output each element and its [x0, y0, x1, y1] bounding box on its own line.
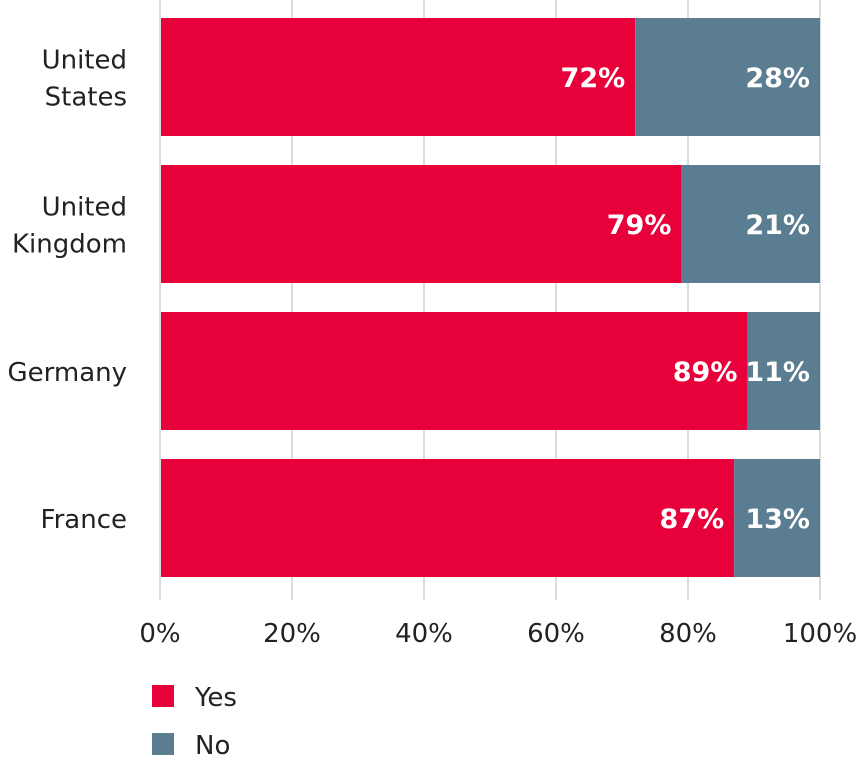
x-tick-label: 80%: [659, 619, 717, 649]
legend-label: No: [195, 731, 230, 761]
bar-no: [681, 165, 820, 283]
legend-swatch-yes: [152, 685, 174, 707]
bar-no: [747, 312, 820, 430]
bar-yes: [160, 165, 682, 283]
x-tick-label: 100%: [783, 619, 857, 649]
data-label: 28%: [745, 63, 810, 94]
data-label: 11%: [745, 357, 810, 388]
x-tick-label: 20%: [263, 619, 321, 649]
category-label: Germany: [7, 358, 127, 388]
x-tick-label: 0%: [139, 619, 180, 649]
category-label: France: [41, 505, 127, 535]
x-tick-label: 40%: [395, 619, 453, 649]
legend-label: Yes: [194, 683, 237, 713]
data-label: 87%: [660, 504, 725, 535]
bar-no: [635, 18, 820, 136]
category-label: Kingdom: [12, 230, 127, 260]
data-label: 79%: [607, 210, 672, 241]
data-label: 89%: [673, 357, 738, 388]
data-label: 13%: [745, 504, 810, 535]
category-label: United: [42, 46, 127, 76]
x-tick-label: 60%: [527, 619, 585, 649]
category-label: United: [42, 193, 127, 223]
category-label: States: [45, 83, 127, 113]
bar-no: [734, 459, 820, 577]
bar-yes: [160, 312, 748, 430]
data-label: 72%: [561, 63, 626, 94]
data-label: 21%: [745, 210, 810, 241]
bar-yes: [160, 18, 636, 136]
bar-yes: [160, 459, 735, 577]
legend-swatch-no: [152, 733, 174, 755]
